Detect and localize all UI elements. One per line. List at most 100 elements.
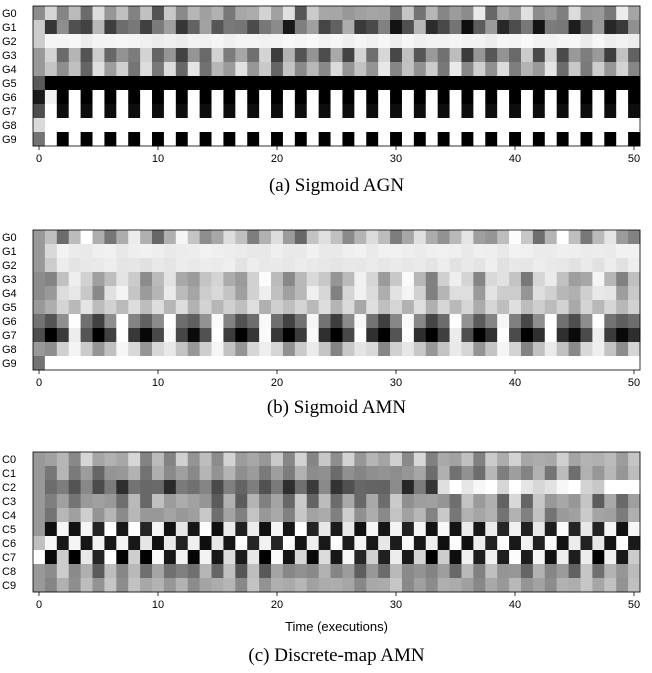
heatmap-cell	[342, 564, 355, 579]
heatmap-cell	[604, 480, 617, 495]
heatmap-cell	[128, 550, 141, 565]
heatmap-cell	[175, 536, 189, 551]
heatmap-cell	[520, 62, 534, 77]
heatmap-cell	[544, 564, 558, 579]
heatmap-cell	[271, 480, 284, 495]
heatmap-cell	[449, 76, 462, 91]
heatmap-cell	[520, 258, 534, 273]
heatmap-cell	[199, 48, 212, 63]
heatmap-cell	[544, 132, 558, 147]
heatmap-cell	[318, 564, 331, 579]
heatmap-cell	[92, 76, 105, 91]
heatmap-cell	[401, 578, 415, 593]
heatmap-cell	[116, 314, 129, 329]
heatmap-cell	[128, 90, 141, 105]
heatmap-cell	[437, 466, 450, 481]
heatmap-cell	[163, 480, 177, 495]
heatmap-cell	[354, 258, 367, 273]
heatmap-cell	[342, 76, 355, 91]
heatmap-cell	[473, 62, 486, 77]
heatmap-cell	[568, 300, 581, 315]
heatmap-cell	[199, 564, 212, 579]
heatmap-cell	[366, 300, 379, 315]
heatmap-cell	[68, 522, 82, 537]
heatmap-cell	[294, 314, 308, 329]
heatmap-cell	[532, 104, 546, 119]
heatmap-cell	[187, 550, 201, 565]
heatmap-cell	[628, 286, 641, 301]
heatmap-cell	[401, 466, 415, 481]
heatmap-cell	[259, 118, 272, 133]
heatmap-cell	[616, 34, 629, 49]
row-label: G3	[2, 50, 17, 62]
heatmap-cell	[116, 578, 129, 593]
heatmap-cell	[532, 244, 546, 259]
heatmap-cell	[152, 230, 165, 245]
heatmap-cell	[259, 104, 272, 119]
heatmap-cell	[80, 342, 93, 357]
heatmap-cell	[259, 314, 272, 329]
heatmap-cell	[92, 494, 105, 509]
heatmap-cell	[211, 550, 224, 565]
row-label: G2	[2, 260, 17, 272]
heatmap-cell	[128, 508, 141, 523]
heatmap-cell	[532, 578, 546, 593]
row-label: G6	[2, 92, 17, 104]
heatmap-cell	[401, 20, 415, 35]
heatmap-cell	[616, 300, 629, 315]
heatmap-cell	[604, 342, 617, 357]
heatmap-cell	[413, 550, 427, 565]
heatmap-cell	[294, 564, 308, 579]
heatmap-cell	[437, 104, 450, 119]
heatmap-cell	[247, 480, 260, 495]
heatmap-cell	[318, 342, 331, 357]
heatmap-cell	[532, 494, 546, 509]
heatmap-cell	[80, 272, 93, 287]
heatmap-cell	[604, 48, 617, 63]
heatmap-cell	[306, 508, 320, 523]
heatmap-cell	[473, 342, 486, 357]
heatmap-cell	[247, 272, 260, 287]
heatmap-cell	[271, 356, 284, 371]
heatmap-cell	[390, 522, 403, 537]
heatmap-cell	[473, 578, 486, 593]
heatmap-cell	[56, 34, 70, 49]
heatmap-cell	[509, 328, 522, 343]
heatmap-cell	[271, 286, 284, 301]
heatmap-cell	[532, 466, 546, 481]
heatmap-cell	[318, 286, 331, 301]
heatmap-cell	[235, 328, 248, 343]
heatmap-cell	[80, 508, 93, 523]
heatmap-cell	[592, 272, 605, 287]
heatmap-cell	[44, 258, 58, 273]
heatmap-cell	[271, 536, 284, 551]
heatmap-cell	[318, 48, 331, 63]
heatmap-cell	[378, 300, 391, 315]
heatmap-cell	[259, 230, 272, 245]
heatmap-cell	[306, 314, 320, 329]
heatmap-cell	[223, 536, 236, 551]
heatmap-cell	[485, 34, 498, 49]
heatmap-cell	[33, 76, 46, 91]
heatmap-cell	[437, 300, 450, 315]
heatmap-cell	[604, 6, 617, 21]
heatmap-cell	[163, 258, 177, 273]
heatmap-cell	[413, 494, 427, 509]
heatmap-cell	[354, 20, 367, 35]
heatmap-cell	[163, 328, 177, 343]
row-label: C5	[2, 524, 16, 536]
heatmap-cell	[425, 300, 439, 315]
heatmap-cell	[342, 34, 355, 49]
heatmap-cell	[294, 118, 308, 133]
heatmap-cell	[92, 342, 105, 357]
heatmap-cell	[247, 508, 260, 523]
heatmap-cell	[211, 508, 224, 523]
heatmap-cell	[604, 62, 617, 77]
heatmap-cell	[44, 536, 58, 551]
heatmap-cell	[68, 300, 82, 315]
heatmap-cell	[604, 522, 617, 537]
heatmap-cell	[497, 62, 510, 77]
heatmap-cell	[425, 564, 439, 579]
heatmap-cell	[235, 76, 248, 91]
